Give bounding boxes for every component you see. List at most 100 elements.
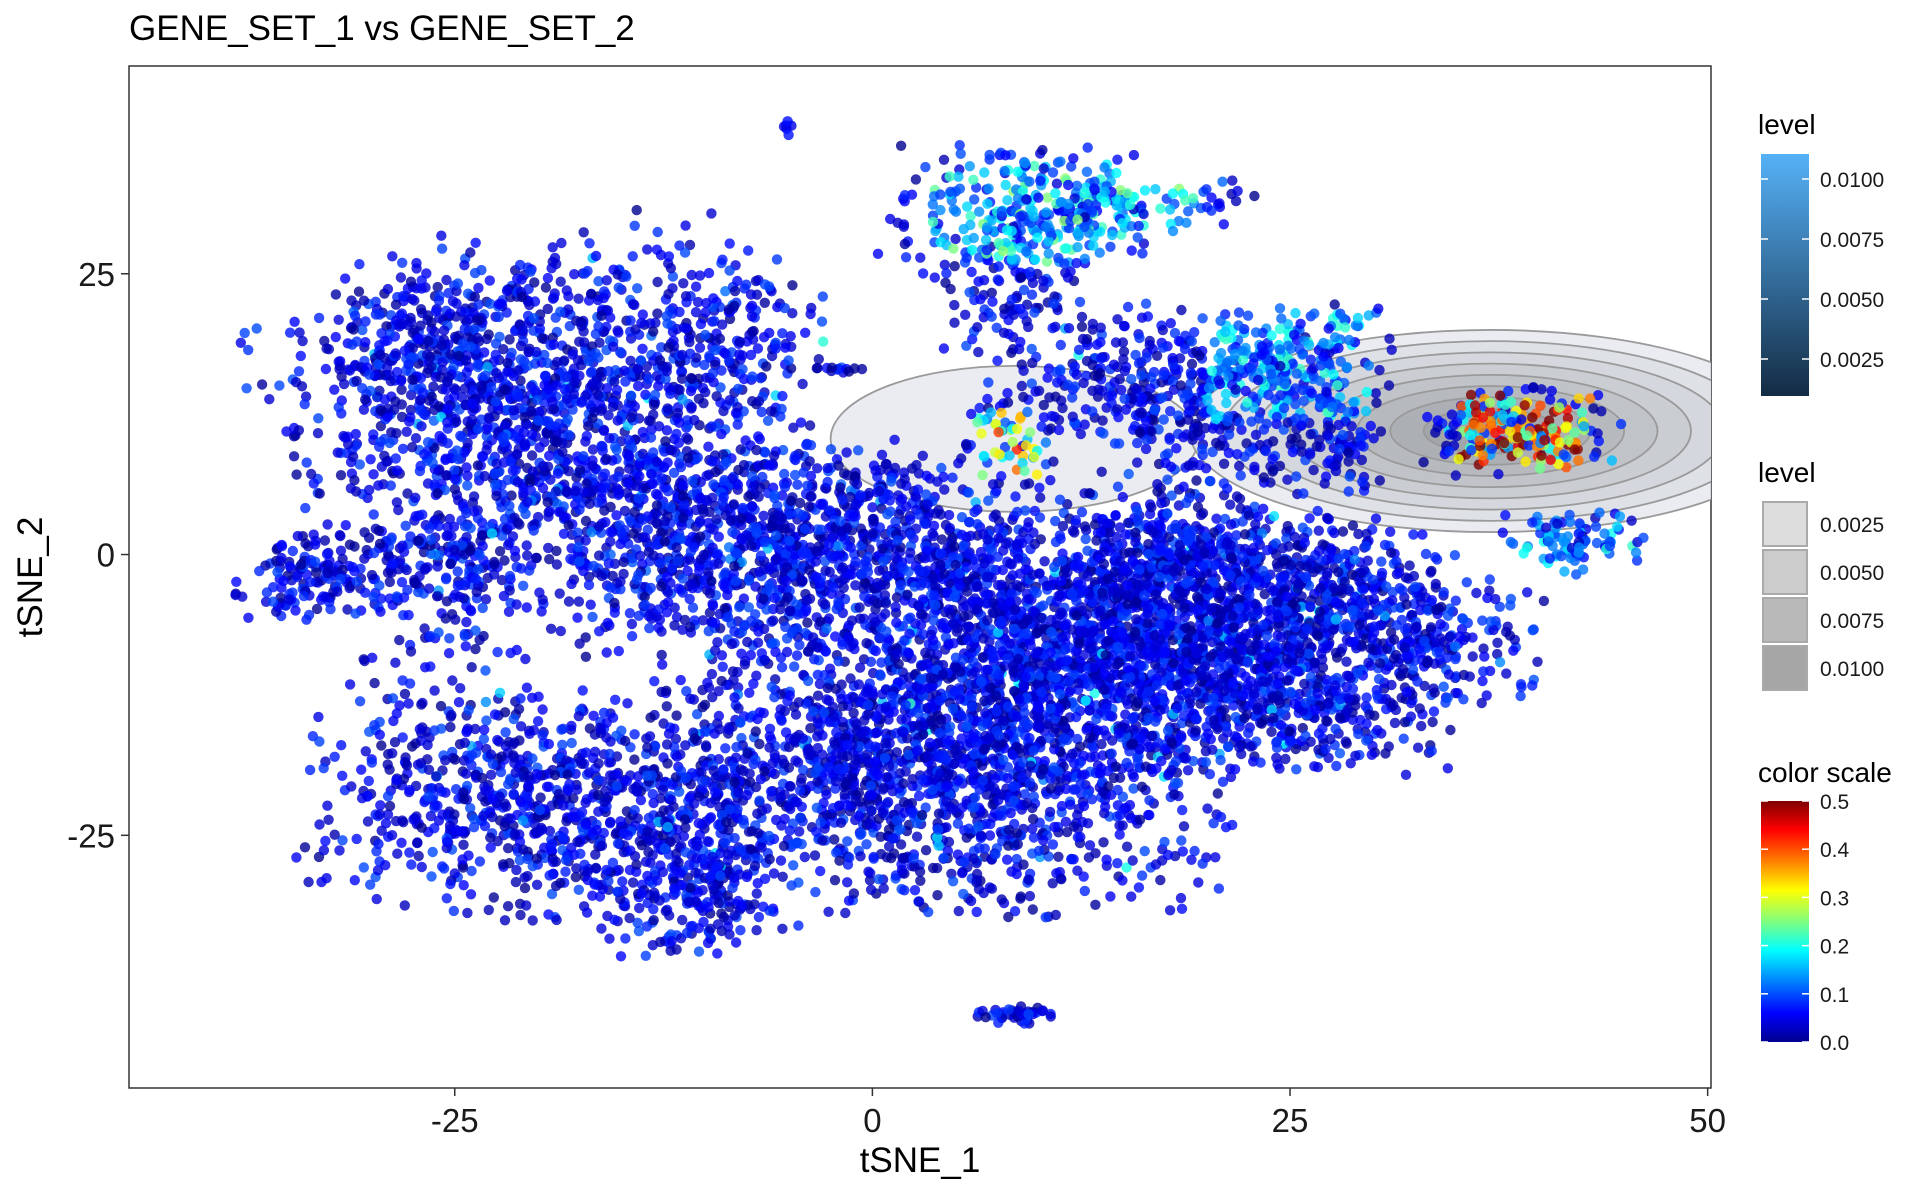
- data-point: [403, 609, 414, 621]
- data-point: [553, 788, 565, 800]
- data-point: [809, 850, 821, 861]
- data-point: [560, 854, 572, 866]
- data-point: [601, 647, 612, 658]
- data-point: [693, 946, 705, 957]
- data-point: [742, 636, 753, 648]
- data-point: [619, 365, 630, 376]
- data-point: [484, 275, 495, 286]
- data-point: [603, 558, 614, 569]
- data-point: [491, 368, 502, 379]
- data-point: [703, 626, 714, 637]
- data-point: [558, 723, 569, 734]
- data-point: [631, 786, 643, 797]
- data-point: [293, 366, 305, 377]
- data-point: [626, 618, 638, 630]
- data-point: [555, 276, 566, 287]
- data-point: [358, 404, 370, 415]
- data-point: [487, 811, 498, 823]
- data-point: [330, 331, 341, 343]
- data-point: [590, 250, 602, 262]
- data-point: [470, 643, 481, 655]
- data-point: [404, 416, 415, 427]
- data-point: [425, 630, 436, 642]
- data-point: [474, 549, 485, 560]
- data-point: [810, 556, 821, 567]
- data-point: [662, 457, 673, 468]
- data-point: [633, 610, 645, 621]
- data-point: [313, 711, 324, 723]
- data-point: [276, 552, 287, 564]
- data-point: [433, 627, 444, 638]
- data-point: [320, 835, 331, 847]
- data-point: [298, 590, 310, 602]
- data-point: [723, 304, 735, 315]
- data-point: [487, 793, 498, 805]
- data-point: [936, 548, 948, 559]
- data-point: [721, 457, 732, 468]
- data-point: [664, 910, 675, 921]
- data-point: [504, 500, 515, 512]
- data-point: [626, 412, 637, 423]
- data-point: [417, 387, 428, 398]
- data-point: [657, 473, 668, 484]
- data-point: [329, 829, 340, 840]
- data-point: [817, 291, 828, 302]
- data-point: [783, 355, 794, 366]
- data-point: [661, 361, 673, 372]
- data-point: [1090, 899, 1101, 910]
- data-point: [936, 462, 947, 474]
- data-point: [593, 521, 605, 532]
- data-point: [619, 505, 631, 517]
- data-point: [348, 451, 359, 462]
- data-point: [528, 525, 539, 536]
- data-point: [779, 302, 790, 314]
- data-point: [320, 591, 331, 602]
- data-point: [545, 623, 557, 634]
- data-point: [507, 465, 519, 476]
- data-point: [896, 561, 907, 572]
- data-point: [746, 471, 758, 482]
- data-point: [969, 506, 980, 518]
- data-point: [442, 403, 454, 415]
- data-point: [637, 426, 648, 438]
- data-point: [430, 306, 442, 317]
- data-point: [601, 864, 612, 876]
- data-point: [373, 838, 384, 850]
- data-point: [413, 850, 424, 862]
- data-point: [460, 355, 472, 366]
- data-point: [767, 562, 778, 573]
- data-point: [596, 570, 607, 582]
- data-point: [464, 545, 476, 556]
- data-point: [451, 298, 462, 309]
- data-point: [479, 724, 490, 735]
- data-point: [457, 338, 469, 349]
- data-point: [425, 534, 437, 545]
- data-point: [356, 793, 368, 804]
- data-point: [620, 933, 631, 944]
- data-point: [451, 416, 462, 427]
- data-point: [612, 886, 623, 897]
- data-point: [433, 295, 445, 306]
- data-point: [333, 314, 344, 325]
- data-point: [452, 566, 463, 577]
- data-point: [345, 483, 357, 494]
- data-point: [337, 553, 348, 565]
- data-point: [661, 425, 673, 436]
- data-point: [588, 560, 599, 572]
- data-point: [375, 405, 386, 416]
- data-point: [440, 755, 451, 766]
- data-point: [367, 652, 378, 663]
- data-point: [825, 444, 837, 455]
- data-point: [526, 406, 537, 417]
- data-point: [645, 582, 656, 594]
- data-point: [765, 406, 777, 417]
- data-point: [321, 343, 332, 354]
- data-point: [643, 610, 655, 622]
- data-point: [231, 576, 242, 587]
- data-point: [375, 800, 386, 811]
- data-point: [542, 496, 553, 508]
- data-point: [469, 267, 481, 279]
- data-point: [648, 447, 659, 458]
- data-point: [573, 541, 584, 553]
- data-point: [913, 509, 924, 520]
